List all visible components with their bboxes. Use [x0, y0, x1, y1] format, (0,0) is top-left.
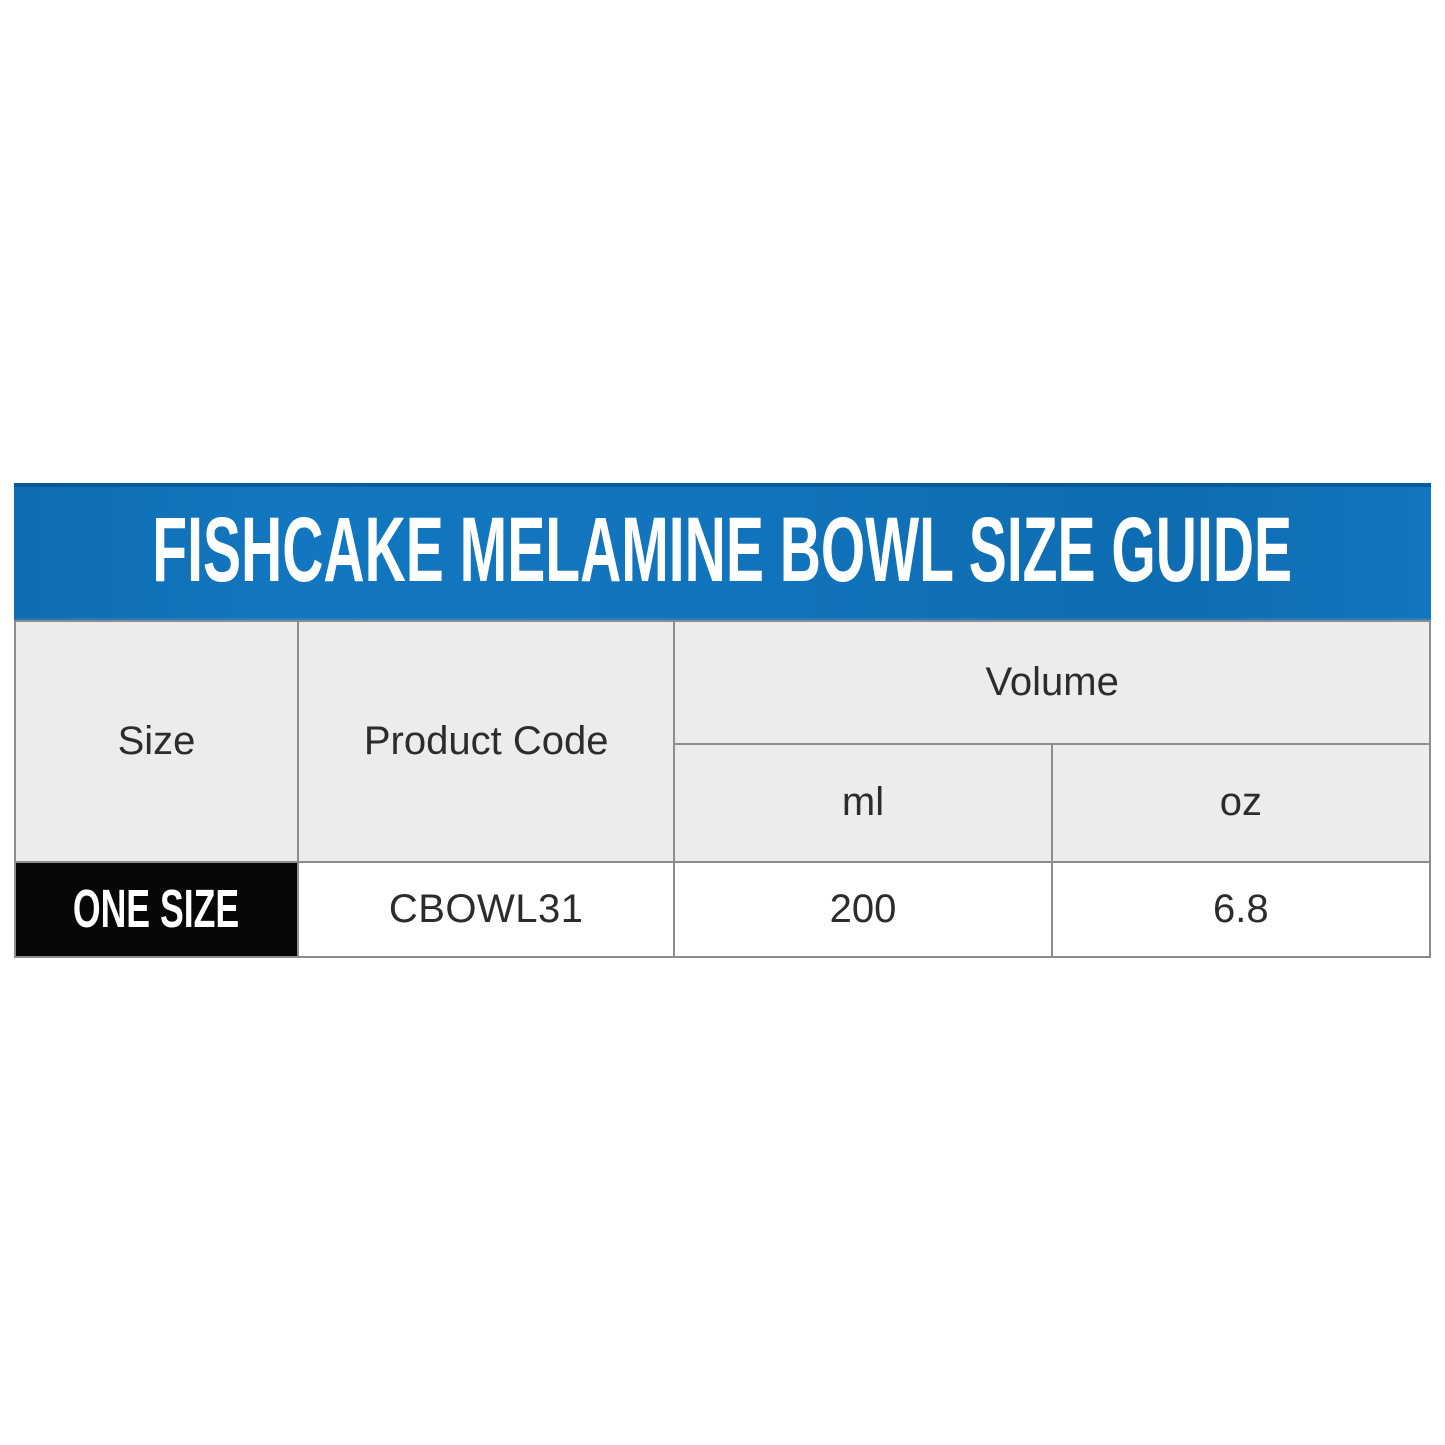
table-row-ml-cell: 200	[675, 862, 1051, 956]
volume-oz-value: 6.8	[1213, 886, 1269, 931]
column-header-ml-label: ml	[841, 780, 885, 825]
table-row-product-code-cell: CBOWL31	[299, 862, 674, 956]
column-header-size: Size	[16, 622, 297, 861]
column-header-oz: oz	[1052, 745, 1429, 861]
table-row-size-cell: ONE SIZE	[16, 862, 297, 956]
page-title: FISHCAKE MELAMINE BOWL SIZE GUIDE	[152, 498, 1293, 601]
product-code-value: CBOWL31	[388, 886, 584, 931]
column-header-product-code: Product Code	[299, 622, 674, 861]
column-header-ml: ml	[675, 745, 1051, 861]
size-guide-table: Size Product Code Volume ml oz ONE SIZE …	[14, 620, 1431, 958]
size-value: ONE SIZE	[73, 879, 240, 940]
column-header-product-code-label: Product Code	[363, 718, 609, 763]
size-guide-banner: FISHCAKE MELAMINE BOWL SIZE GUIDE	[14, 483, 1431, 620]
column-header-volume-label: Volume	[985, 660, 1119, 705]
column-header-size-label: Size	[117, 718, 196, 763]
column-header-volume: Volume	[675, 622, 1429, 744]
column-header-oz-label: oz	[1219, 780, 1262, 825]
table-row-oz-cell: 6.8	[1052, 862, 1429, 956]
volume-ml-value: 200	[829, 886, 897, 931]
